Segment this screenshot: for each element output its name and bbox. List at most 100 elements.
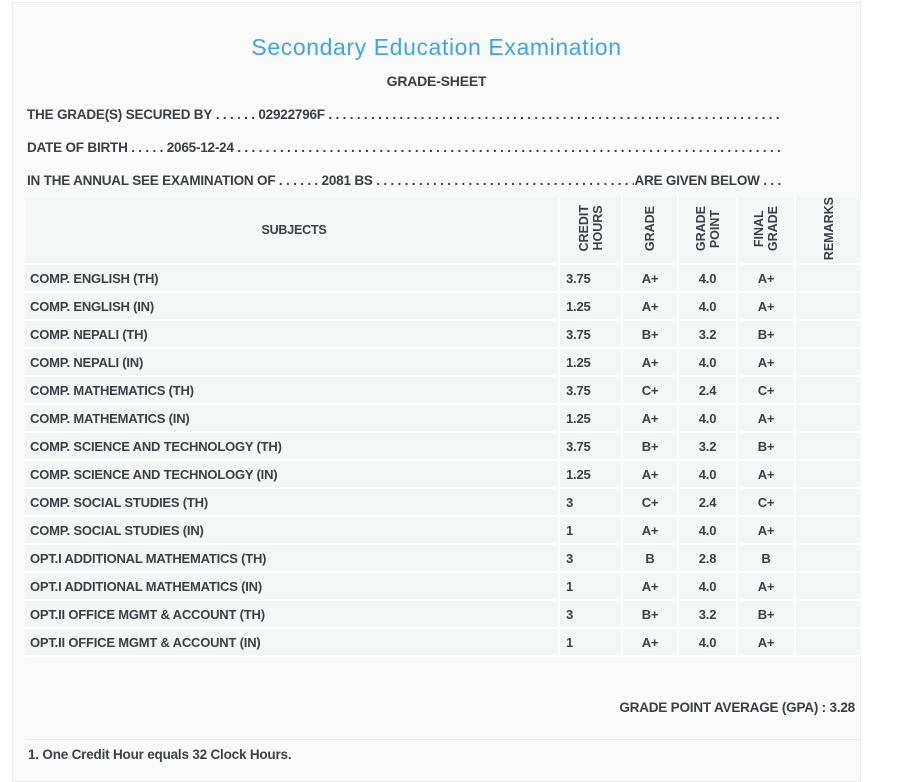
cell-credit-hours: 1.25 xyxy=(559,404,623,434)
cell-credit-hours: 3 xyxy=(559,488,623,518)
cell-credit-hours: 1 xyxy=(559,572,623,602)
cell-grade-point: 4.0 xyxy=(678,516,738,546)
cell-grade-point: 2.4 xyxy=(678,488,738,518)
cell-final-grade: A+ xyxy=(737,460,796,490)
info-label: THE GRADE(S) SECURED BY xyxy=(27,107,213,122)
column-header-final-grade: FINAL GRADE xyxy=(737,197,796,266)
cell-subject: COMP. SCIENCE AND TECHNOLOGY (IN) xyxy=(25,460,560,490)
table-row: COMP. SCIENCE AND TECHNOLOGY (IN) 1.25 A+ 4… xyxy=(25,460,861,490)
cell-grade-point: 4.0 xyxy=(678,404,738,434)
cell-grade-point: 3.2 xyxy=(678,600,738,630)
dot-leader: . . . . . . . . . . . . . . . . . . . . … xyxy=(233,140,781,155)
cell-remarks xyxy=(795,460,861,490)
table-row: COMP. MATHEMATICS (TH) 3.75 C+ 2.4 C+ xyxy=(25,376,861,406)
table-row: OPT.I ADDITIONAL MATHEMATICS (TH) 3 B 2.8 B xyxy=(25,544,861,574)
cell-grade: B+ xyxy=(622,432,679,462)
cell-subject: OPT.I ADDITIONAL MATHEMATICS (TH) xyxy=(25,544,560,574)
cell-remarks xyxy=(795,572,861,602)
cell-subject: COMP. MATHEMATICS (TH) xyxy=(25,376,560,406)
cell-final-grade: A+ xyxy=(737,404,796,434)
cell-final-grade: B xyxy=(737,544,796,574)
column-header-grade-point: GRADE POINT xyxy=(678,197,738,266)
footer-divider xyxy=(25,739,861,740)
cell-credit-hours: 1.25 xyxy=(559,348,623,378)
cell-subject: OPT.II OFFICE MGMT & ACCOUNT (IN) xyxy=(25,628,560,658)
cell-grade: A+ xyxy=(622,516,679,546)
cell-grade-point: 2.4 xyxy=(678,376,738,406)
cell-final-grade: A+ xyxy=(737,516,796,546)
info-label: IN THE ANNUAL SEE EXAMINATION OF xyxy=(27,173,276,188)
cell-credit-hours: 1.25 xyxy=(559,292,623,322)
cell-final-grade: A+ xyxy=(737,292,796,322)
cell-credit-hours: 3.75 xyxy=(559,264,623,294)
cell-credit-hours: 1 xyxy=(559,628,623,658)
info-suffix: ARE GIVEN BELOW . . . xyxy=(634,173,781,188)
cell-remarks xyxy=(795,600,861,630)
grades-table: SUBJECTS CREDIT HOURS GRADE GRADE POINT … xyxy=(25,197,861,658)
table-row: COMP. SCIENCE AND TECHNOLOGY (TH) 3.75 B+ 3… xyxy=(25,432,861,462)
info-line-grades-secured-by: THE GRADE(S) SECURED BY . . . . . . 0292… xyxy=(27,98,781,131)
cell-grade: A+ xyxy=(622,628,679,658)
cell-final-grade: A+ xyxy=(737,628,796,658)
cell-grade: B+ xyxy=(622,600,679,630)
rotated-header-label: REMARKS xyxy=(821,197,836,261)
cell-grade-point: 4.0 xyxy=(678,348,738,378)
cell-credit-hours: 3.75 xyxy=(559,376,623,406)
cell-credit-hours: 3 xyxy=(559,600,623,630)
cell-credit-hours: 3.75 xyxy=(559,320,623,350)
cell-final-grade: B+ xyxy=(737,320,796,350)
table-row: OPT.I ADDITIONAL MATHEMATICS (IN) 1 A+ 4.0 A… xyxy=(25,572,861,602)
rotated-header-label: CREDIT HOURS xyxy=(576,205,605,252)
cell-remarks xyxy=(795,376,861,406)
table-row: COMP. NEPALI (TH) 3.75 B+ 3.2 B+ xyxy=(25,320,861,350)
cell-final-grade: C+ xyxy=(737,488,796,518)
info-line-date-of-birth: DATE OF BIRTH . . . . . 2065-12-24 . . .… xyxy=(27,131,781,164)
page-title: Secondary Education Examination xyxy=(251,34,622,60)
candidate-info-block: THE GRADE(S) SECURED BY . . . . . . 0292… xyxy=(27,98,781,197)
cell-grade: B xyxy=(622,544,679,574)
table-row: OPT.II OFFICE MGMT & ACCOUNT (IN) 1 A+ 4.0 A… xyxy=(25,628,861,658)
table-row: COMP. ENGLISH (TH) 3.75 A+ 4.0 A+ xyxy=(25,264,861,294)
cell-grade-point: 3.2 xyxy=(678,432,738,462)
cell-subject: COMP. MATHEMATICS (IN) xyxy=(25,404,560,434)
dot-leader: . . . . . xyxy=(127,140,167,155)
cell-credit-hours: 1 xyxy=(559,516,623,546)
cell-final-grade: C+ xyxy=(737,376,796,406)
cell-final-grade: A+ xyxy=(737,348,796,378)
cell-grade-point: 4.0 xyxy=(678,572,738,602)
dot-leader: . . . . . . xyxy=(275,173,322,188)
cell-grade-point: 2.8 xyxy=(678,544,738,574)
cell-final-grade: A+ xyxy=(737,572,796,602)
cell-final-grade: B+ xyxy=(737,600,796,630)
column-header-remarks: REMARKS xyxy=(795,197,861,266)
rotated-header-label: FINAL GRADE xyxy=(752,206,780,252)
grades-table-header: SUBJECTS CREDIT HOURS GRADE GRADE POINT … xyxy=(25,197,861,266)
cell-final-grade: B+ xyxy=(737,432,796,462)
grade-sheet-panel: Secondary Education Examination GRADE-SH… xyxy=(12,2,861,782)
cell-grade-point: 3.2 xyxy=(678,320,738,350)
rotated-header-label: GRADE POINT xyxy=(693,206,722,252)
cell-remarks xyxy=(795,264,861,294)
cell-grade-point: 4.0 xyxy=(678,628,738,658)
cell-subject: COMP. SOCIAL STUDIES (TH) xyxy=(25,488,560,518)
cell-grade: A+ xyxy=(622,264,679,294)
cell-credit-hours: 3.75 xyxy=(559,432,623,462)
gpa-summary: GRADE POINT AVERAGE (GPA) : 3.28 xyxy=(619,700,855,715)
cell-grade: A+ xyxy=(622,348,679,378)
cell-subject: COMP. ENGLISH (IN) xyxy=(25,292,560,322)
cell-grade: A+ xyxy=(622,572,679,602)
symbol-number-value: 02922796F xyxy=(258,107,325,122)
cell-grade: B+ xyxy=(622,320,679,350)
column-header-grade: GRADE xyxy=(622,197,679,266)
cell-remarks xyxy=(795,432,861,462)
column-header-credit-hours: CREDIT HOURS xyxy=(559,197,623,266)
date-of-birth-value: 2065-12-24 xyxy=(166,140,234,155)
cell-credit-hours: 3 xyxy=(559,544,623,574)
cell-remarks xyxy=(795,404,861,434)
rotated-header-label: GRADE xyxy=(643,206,657,252)
cell-grade: A+ xyxy=(622,404,679,434)
cell-subject: COMP. SCIENCE AND TECHNOLOGY (TH) xyxy=(25,432,560,462)
table-row: COMP. ENGLISH (IN) 1.25 A+ 4.0 A+ xyxy=(25,292,861,322)
cell-remarks xyxy=(795,488,861,518)
cell-subject: OPT.I ADDITIONAL MATHEMATICS (IN) xyxy=(25,572,560,602)
